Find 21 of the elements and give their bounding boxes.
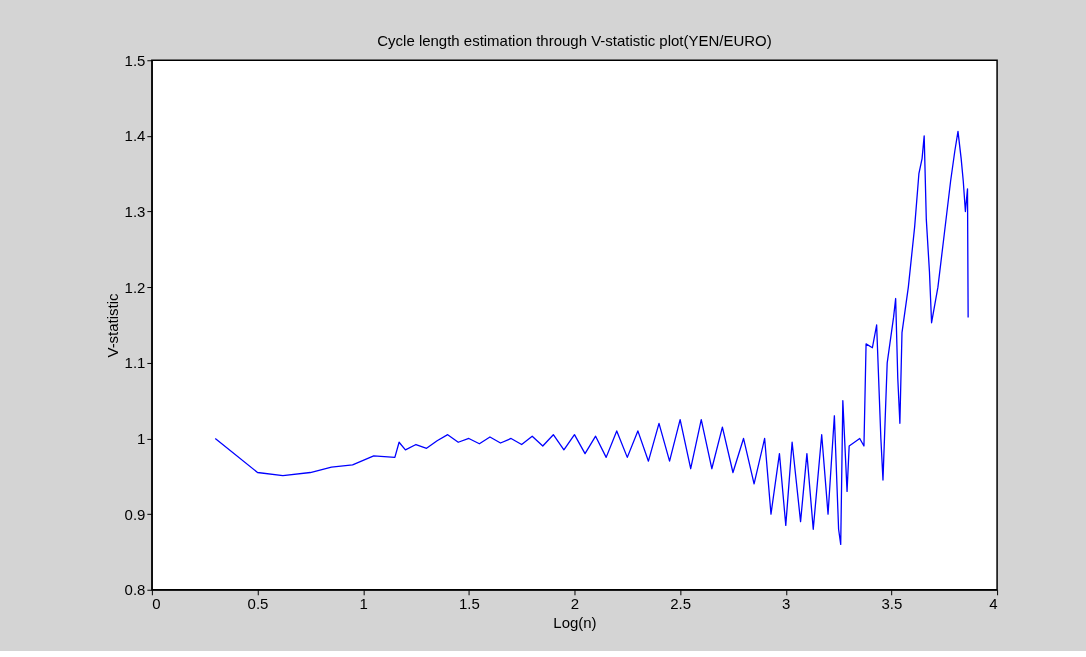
x-tick-label: 1.5 xyxy=(458,595,480,613)
y-tick-label: 1.4 xyxy=(124,127,146,145)
x-tick-label: 1 xyxy=(359,595,368,613)
y-tick-label: 1.3 xyxy=(124,203,146,221)
x-tick-label: 2 xyxy=(570,595,580,613)
y-tick-label: 1.5 xyxy=(124,51,146,69)
x-tick-label: 0.5 xyxy=(247,595,269,613)
y-tick-label: 1 xyxy=(137,429,146,447)
x-tick-label: 4 xyxy=(989,595,998,613)
chart-title: Cycle length estimation through V-statistic plot(YEN/EURO) xyxy=(377,32,772,50)
x-tick-label: 2.5 xyxy=(670,595,692,613)
y-tick-label: 0.9 xyxy=(124,505,146,523)
x-axis-title: Log(n) xyxy=(553,614,597,632)
x-tick-label: 3 xyxy=(782,595,791,613)
y-tick-label: 1.2 xyxy=(124,278,146,296)
x-tick-label: 0 xyxy=(152,595,161,613)
line-series xyxy=(214,130,969,546)
x-tick-label: 3.5 xyxy=(881,595,903,613)
y-axis-title: V-statistic xyxy=(103,292,121,358)
y-tick-label: 1.1 xyxy=(124,354,146,372)
y-tick-label: 0.8 xyxy=(124,581,146,599)
